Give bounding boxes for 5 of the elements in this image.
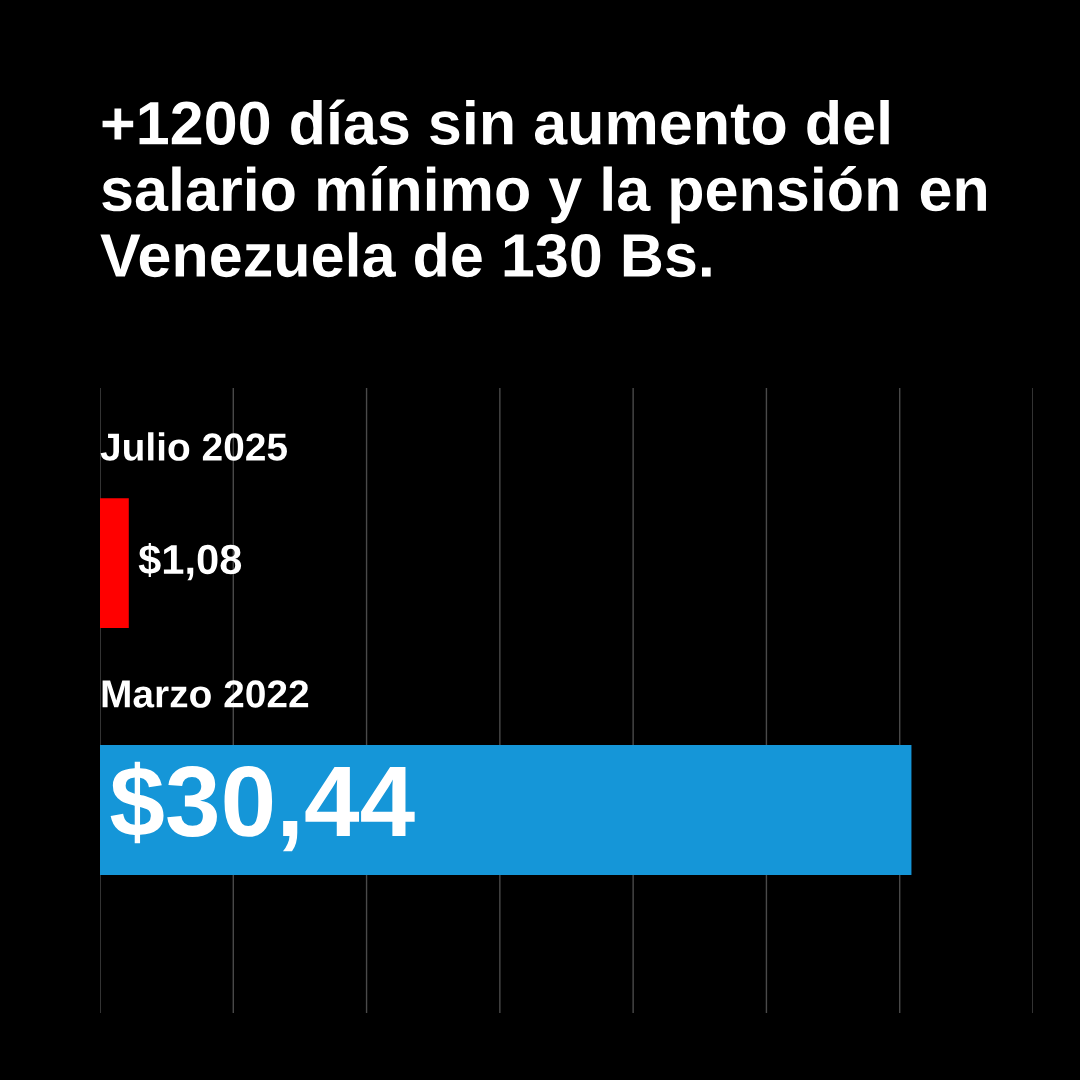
data-label: $30,44 [110, 761, 415, 852]
data-label: $1,08 [138, 542, 242, 581]
y-tick-label: Marzo 2022 [102, 680, 309, 708]
y-tick-label: Julio 2025 [100, 432, 287, 461]
chart-title: +1200 días sin aumento del salario mínimo y la pensión en Venezuela de 130 Bs. [100, 99, 986, 278]
